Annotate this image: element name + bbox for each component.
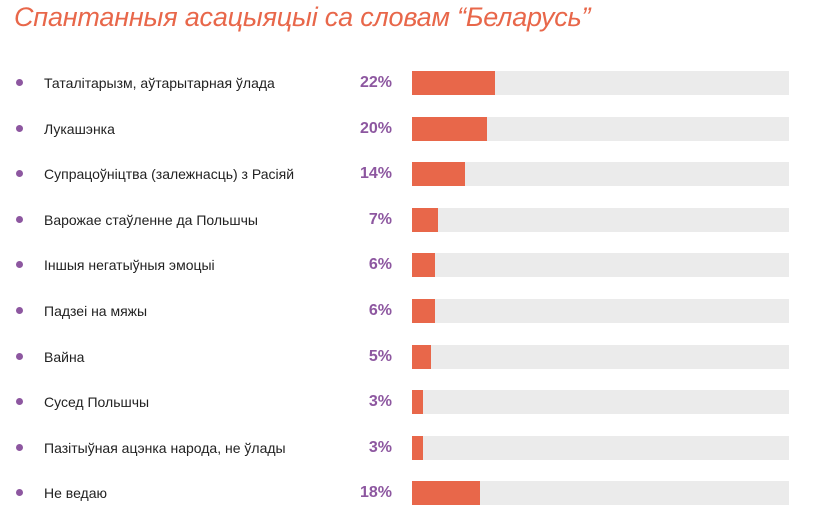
- bar-track: [412, 390, 789, 414]
- bullet-dot-icon: [16, 489, 23, 496]
- bar: [412, 208, 439, 232]
- bullet-dot-icon: [16, 216, 23, 223]
- value-label: 20%: [359, 120, 392, 137]
- bar-track: [412, 162, 789, 186]
- category-label: Не ведаю: [44, 485, 107, 501]
- category-label: Іншыя негатыўныя эмоцыі: [44, 257, 215, 273]
- bar: [412, 253, 435, 277]
- bar-track: [412, 208, 789, 232]
- value-label: 18%: [359, 484, 392, 501]
- value-label: 7%: [368, 211, 392, 228]
- bar: [412, 71, 495, 95]
- bar: [412, 481, 480, 505]
- chart-row: Падзеі на мяжы 6%: [0, 299, 816, 323]
- chart-row: Таталітарызм, аўтарытарная ўлада 22%: [0, 71, 816, 95]
- bar-track: [412, 345, 789, 369]
- bar-track: [412, 299, 789, 323]
- bar: [412, 299, 435, 323]
- bar: [412, 345, 431, 369]
- bullet-dot-icon: [16, 170, 23, 177]
- value-label: 22%: [359, 74, 392, 91]
- bar-track: [412, 436, 789, 460]
- chart-row: Не ведаю 18%: [0, 481, 816, 505]
- value-label: 14%: [359, 165, 392, 182]
- category-label: Варожае стаўленне да Польшчы: [44, 212, 258, 228]
- chart-row: Супрацоўніцтва (залежнасць) з Расіяй 14%: [0, 162, 816, 186]
- bullet-dot-icon: [16, 444, 23, 451]
- bullet-dot-icon: [16, 353, 23, 360]
- bullet-dot-icon: [16, 79, 23, 86]
- bullet-dot-icon: [16, 125, 23, 132]
- category-label: Супрацоўніцтва (залежнасць) з Расіяй: [44, 166, 295, 182]
- chart-row: Вайна 5%: [0, 345, 816, 369]
- chart-row: Варожае стаўленне да Польшчы 7%: [0, 208, 816, 232]
- bar: [412, 390, 424, 414]
- value-label: 3%: [368, 439, 392, 456]
- category-label: Пазітыўная ацэнка народа, не ўлады: [44, 440, 286, 456]
- category-label: Вайна: [44, 349, 85, 365]
- bar: [412, 117, 488, 141]
- chart-row: Іншыя негатыўныя эмоцыі 6%: [0, 253, 816, 277]
- bar: [412, 436, 424, 460]
- bar-track: [412, 481, 789, 505]
- category-label: Таталітарызм, аўтарытарная ўлада: [44, 75, 275, 91]
- bullet-dot-icon: [16, 307, 23, 314]
- chart-row: Пазітыўная ацэнка народа, не ўлады 3%: [0, 436, 816, 460]
- category-label: Падзеі на мяжы: [44, 303, 148, 319]
- category-label: Лукашэнка: [44, 121, 115, 137]
- value-label: 6%: [368, 256, 392, 273]
- bullet-dot-icon: [16, 398, 23, 405]
- bar: [412, 162, 465, 186]
- chart-row: Лукашэнка 20%: [0, 117, 816, 141]
- bullet-dot-icon: [16, 261, 23, 268]
- chart-title: Спантанныя асацыяцыі са словам “Беларусь…: [14, 2, 591, 32]
- value-label: 5%: [368, 348, 392, 365]
- chart-row: Сусед Польшчы 3%: [0, 390, 816, 414]
- category-label: Сусед Польшчы: [44, 394, 150, 410]
- bar-track: [412, 117, 789, 141]
- value-label: 6%: [368, 302, 392, 319]
- bar-track: [412, 253, 789, 277]
- bar-track: [412, 71, 789, 95]
- value-label: 3%: [368, 393, 392, 410]
